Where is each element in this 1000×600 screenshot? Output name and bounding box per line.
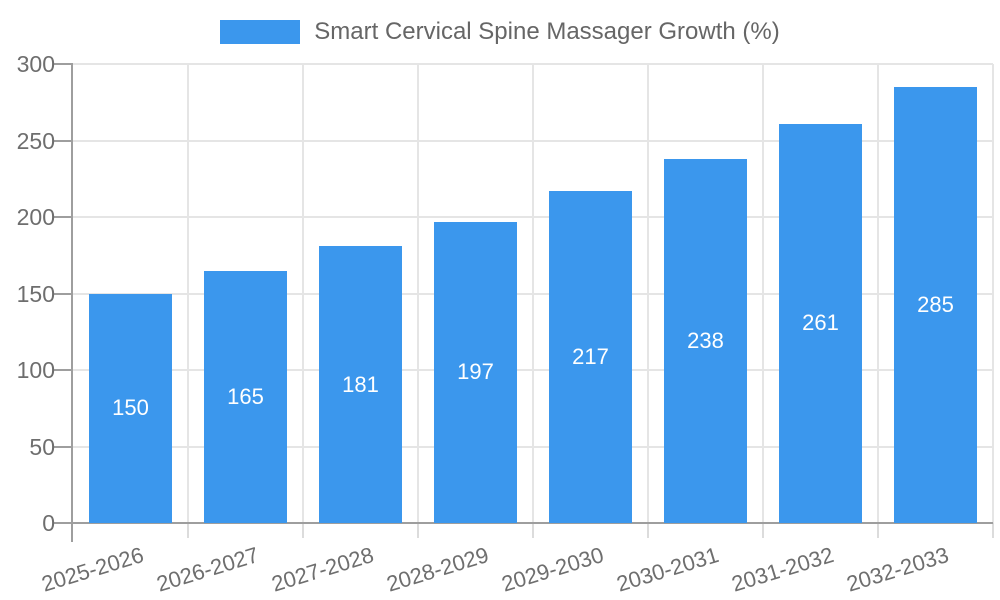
x-axis-label: 2027-2028	[268, 542, 377, 597]
y-axis-tick	[54, 369, 73, 371]
x-axis-tick	[762, 523, 764, 538]
y-axis-tick	[54, 522, 73, 524]
bar-value-label: 238	[687, 328, 724, 353]
x-axis-label: 2025-2026	[38, 542, 147, 597]
bar[interactable]	[549, 190, 632, 523]
x-axis-label: 2029-2030	[498, 542, 607, 597]
x-gridline	[992, 64, 994, 523]
x-gridline	[417, 64, 419, 523]
bar[interactable]	[204, 270, 287, 523]
x-axis-tick	[532, 523, 534, 538]
x-axis-label: 2030-2031	[613, 542, 722, 597]
y-axis-tick	[54, 216, 73, 218]
x-axis-tick	[417, 523, 419, 538]
bar[interactable]	[664, 158, 747, 523]
x-gridline	[302, 64, 304, 523]
y-axis-label: 100	[16, 357, 55, 383]
y-axis-tick	[54, 139, 73, 142]
bar[interactable]	[894, 86, 977, 523]
y-axis-label: 250	[16, 127, 55, 154]
bar-value-label: 217	[572, 344, 609, 369]
x-axis-label: 2026-2027	[153, 542, 262, 597]
x-gridline	[762, 64, 764, 523]
bar-value-label: 181	[342, 372, 379, 397]
y-axis-label: 50	[29, 433, 55, 460]
x-axis-tick	[877, 523, 879, 538]
legend-item[interactable]: Smart Cervical Spine Massager Growth (%)	[0, 18, 1000, 45]
y-axis-label: 0	[42, 510, 55, 536]
y-axis-tick	[54, 292, 73, 295]
x-axis-tick	[647, 523, 649, 538]
x-gridline	[532, 64, 534, 523]
bar-value-label: 261	[802, 310, 839, 335]
y-axis-label: 200	[16, 204, 55, 230]
x-axis-tick	[992, 523, 994, 538]
bar[interactable]	[319, 246, 402, 523]
y-axis-tick	[54, 445, 73, 448]
x-gridline	[187, 64, 189, 523]
y-axis-label: 300	[16, 51, 55, 77]
bar-value-label: 197	[457, 359, 494, 384]
x-axis-tick	[302, 523, 304, 538]
x-axis-label: 2028-2029	[383, 542, 492, 597]
bar-value-label: 165	[227, 384, 264, 409]
x-axis-line	[71, 522, 993, 524]
bar-value-label: 150	[112, 395, 149, 420]
bar-value-label: 285	[917, 292, 954, 317]
x-axis-tick	[187, 523, 189, 538]
x-gridline	[647, 64, 649, 523]
y-axis-tick	[54, 63, 73, 65]
bar[interactable]	[434, 221, 517, 523]
legend-swatch	[220, 20, 301, 44]
y-axis-label: 150	[16, 280, 55, 307]
bar[interactable]	[89, 293, 172, 523]
x-gridline	[877, 64, 879, 523]
x-axis-label: 2031-2032	[728, 542, 837, 597]
legend-label: Smart Cervical Spine Massager Growth (%)	[314, 18, 780, 45]
y-axis-line	[71, 64, 73, 542]
x-axis-label: 2032-2033	[843, 542, 952, 597]
bar[interactable]	[779, 123, 862, 523]
